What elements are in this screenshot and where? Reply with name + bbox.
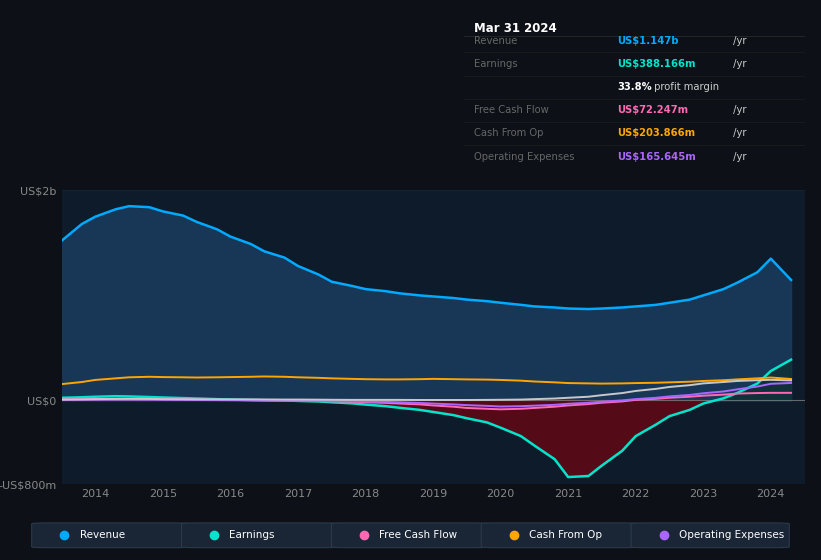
Text: US$388.166m: US$388.166m — [617, 59, 695, 69]
Text: Cash From Op: Cash From Op — [529, 530, 602, 540]
Text: profit margin: profit margin — [651, 82, 719, 92]
Text: Earnings: Earnings — [229, 530, 275, 540]
Text: Operating Expenses: Operating Expenses — [679, 530, 784, 540]
Text: /yr: /yr — [730, 152, 746, 162]
Text: /yr: /yr — [730, 36, 746, 46]
FancyBboxPatch shape — [32, 523, 190, 548]
Text: US$72.247m: US$72.247m — [617, 105, 688, 115]
FancyBboxPatch shape — [481, 523, 640, 548]
Text: Cash From Op: Cash From Op — [474, 128, 544, 138]
Text: 33.8%: 33.8% — [617, 82, 652, 92]
Text: Revenue: Revenue — [80, 530, 125, 540]
FancyBboxPatch shape — [631, 523, 789, 548]
Text: Free Cash Flow: Free Cash Flow — [474, 105, 548, 115]
Text: US$165.645m: US$165.645m — [617, 152, 696, 162]
Text: Free Cash Flow: Free Cash Flow — [379, 530, 457, 540]
Text: US$1.147b: US$1.147b — [617, 36, 679, 46]
FancyBboxPatch shape — [332, 523, 489, 548]
Text: Earnings: Earnings — [474, 59, 518, 69]
Text: Revenue: Revenue — [474, 36, 517, 46]
Text: US$203.866m: US$203.866m — [617, 128, 695, 138]
Text: Operating Expenses: Operating Expenses — [474, 152, 575, 162]
Text: /yr: /yr — [730, 105, 746, 115]
Text: /yr: /yr — [730, 128, 746, 138]
FancyBboxPatch shape — [181, 523, 340, 548]
Text: /yr: /yr — [730, 59, 746, 69]
Text: Mar 31 2024: Mar 31 2024 — [474, 22, 557, 35]
